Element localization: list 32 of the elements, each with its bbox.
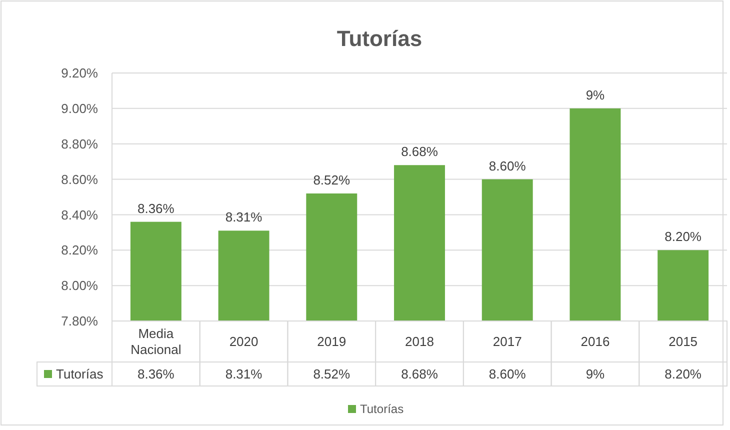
x-tick-label: 2018 bbox=[405, 334, 434, 350]
y-tick-label: 9.20% bbox=[61, 66, 98, 81]
x-tick-label: 2016 bbox=[580, 334, 610, 350]
x-tick-label: Media Nacional bbox=[130, 326, 182, 358]
data-label: 9% bbox=[586, 366, 606, 382]
x-tick-label: 2015 bbox=[668, 334, 698, 350]
y-tick-label: 8.60% bbox=[61, 172, 98, 187]
x-tick-label: 2019 bbox=[317, 334, 346, 350]
text: 9% bbox=[586, 87, 605, 102]
y-tick-label: 7.80% bbox=[61, 314, 98, 329]
data-label: 8.60% bbox=[488, 366, 526, 382]
y-tick-label: 8.20% bbox=[61, 242, 98, 258]
chart-title: Tutorías bbox=[336, 26, 422, 51]
text: 8.60% bbox=[488, 158, 526, 174]
data-label: 8.68% bbox=[401, 366, 438, 382]
text: 8.31% bbox=[225, 210, 262, 225]
data-label: 8.52% bbox=[313, 366, 351, 382]
text: 8.36% bbox=[137, 200, 174, 216]
legend-label: Tutorías bbox=[56, 366, 104, 382]
data-label: 8.31% bbox=[225, 366, 263, 382]
text: 8.52% bbox=[313, 172, 350, 188]
text: Tutorías bbox=[360, 402, 404, 416]
y-tick-label: 8.40% bbox=[61, 207, 98, 222]
data-label: 8.20% bbox=[664, 366, 702, 382]
text: 8.20% bbox=[664, 229, 702, 244]
text: 8.68% bbox=[401, 144, 438, 160]
x-tick-label: 2020 bbox=[229, 334, 258, 350]
y-tick-label: 8.00% bbox=[61, 278, 98, 294]
x-tick-label: 2017 bbox=[492, 334, 522, 350]
y-tick-label: 9.00% bbox=[61, 100, 98, 116]
data-label: 8.36% bbox=[137, 366, 175, 382]
y-tick-label: 8.80% bbox=[61, 136, 98, 152]
